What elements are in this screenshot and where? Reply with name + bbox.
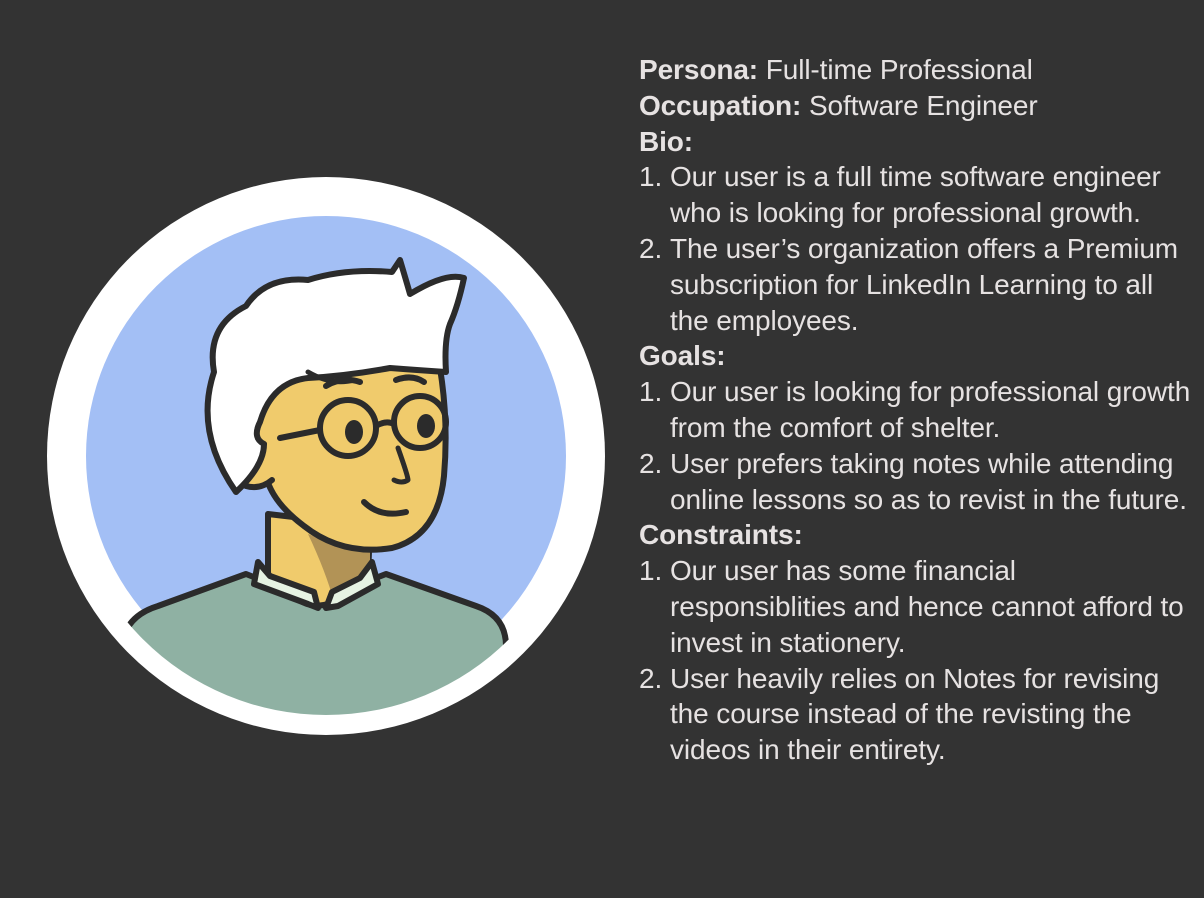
hair [204, 257, 467, 495]
nose [391, 445, 411, 485]
occupation-value: Software Engineer [808, 89, 1038, 121]
eyebrow-right [393, 374, 427, 385]
list-text: User heavily relies on Notes for revisin… [670, 662, 1160, 766]
list-number: 2. [639, 662, 663, 694]
bio-item: 1. Our user is a full time software engi… [639, 159, 1199, 231]
list-text: Our user is looking for professional gro… [670, 376, 1191, 443]
list-text: User prefers taking notes while attendin… [670, 447, 1187, 515]
bio-heading: Bio: [639, 125, 694, 157]
eye-left [345, 420, 363, 444]
constraints-item: 1. Our user has some financial responsib… [639, 553, 1199, 660]
constraints-heading: Constraints: [639, 519, 803, 551]
list-number: 1. [639, 376, 663, 408]
collar-right [323, 559, 381, 611]
collar-left [251, 559, 321, 611]
goals-item: 1. Our user is looking for professional … [639, 374, 1199, 446]
list-text: Our user is a full time software enginee… [670, 161, 1161, 229]
constraints-list: 1. Our user has some financial responsib… [639, 553, 1199, 768]
occupation-label: Occupation: [639, 89, 802, 121]
persona-illustration [47, 177, 605, 735]
list-number: 2. [639, 447, 663, 479]
persona-label: Persona: [639, 54, 759, 85]
constraints-item: 2. User heavily relies on Notes for revi… [639, 661, 1199, 768]
eyebrow-left [323, 376, 363, 389]
goals-list: 1. Our user is looking for professional … [639, 374, 1199, 517]
list-number: 1. [639, 161, 663, 193]
bio-item: 2. The user’s organization offers a Prem… [639, 231, 1199, 338]
mouth [361, 499, 409, 517]
occupation-row: Occupation: Software Engineer [639, 88, 1199, 124]
goals-heading: Goals: [639, 340, 726, 372]
list-text: Our user has some financial responsiblit… [670, 555, 1184, 658]
list-text: The user’s organization offers a Premium… [670, 232, 1179, 336]
persona-avatar [46, 176, 606, 736]
goals-item: 2. User prefers taking notes while atten… [639, 446, 1199, 518]
persona-details: Persona: Full-time Professional Occupati… [639, 52, 1199, 768]
list-number: 1. [639, 555, 663, 587]
list-number: 2. [639, 232, 663, 264]
bio-list: 1. Our user is a full time software engi… [639, 159, 1199, 338]
persona-row: Persona: Full-time Professional [639, 52, 1199, 88]
persona-value: Full-time Professional [765, 54, 1033, 85]
eye-right [417, 414, 435, 438]
glasses-arm [277, 427, 323, 441]
glasses-bridge [373, 419, 397, 429]
